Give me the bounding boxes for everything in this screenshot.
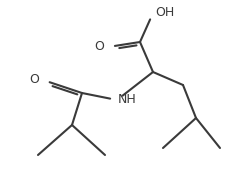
Text: O: O	[29, 73, 39, 86]
Text: NH: NH	[117, 93, 136, 107]
Text: OH: OH	[154, 6, 173, 20]
Text: O: O	[94, 40, 104, 54]
